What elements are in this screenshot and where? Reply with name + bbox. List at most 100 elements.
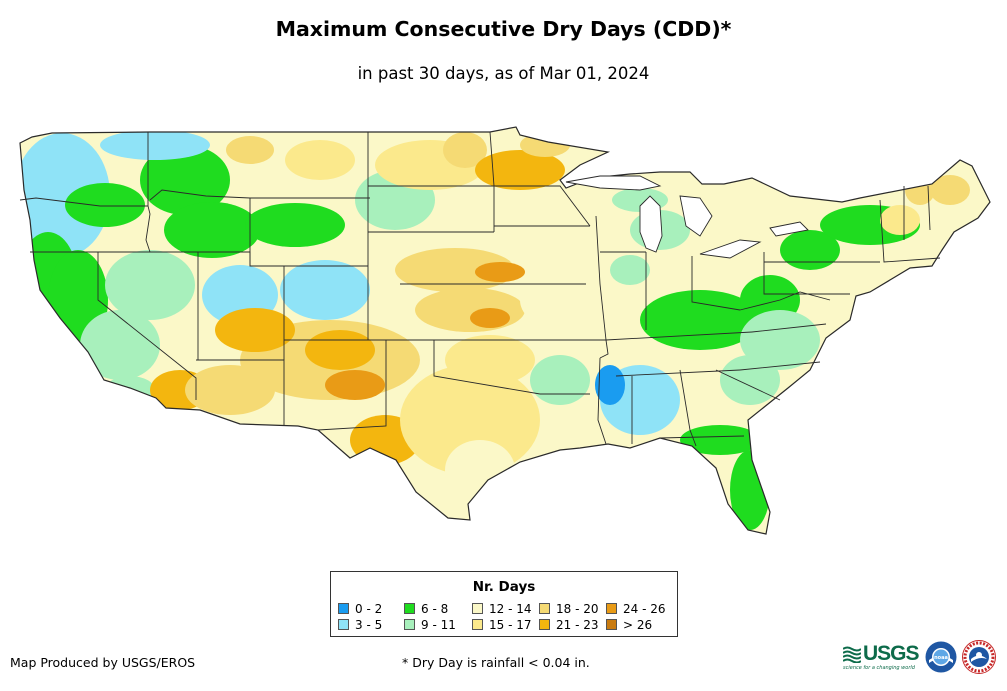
legend-swatch — [472, 619, 483, 630]
cdd-zone-nd-dry-core — [443, 132, 487, 168]
cdd-zone-socal-coast — [105, 376, 155, 404]
cdd-zone-california-south — [80, 310, 160, 380]
state-line-al-ga — [679, 369, 697, 447]
state-line-ky-tn — [605, 331, 753, 341]
legend-item-0-2: 0 - 2 — [338, 603, 382, 615]
legend-box: Nr. Days 0 - 2 3 - 5 6 - 8 9 - 11 12 - 1… — [330, 571, 678, 637]
legend-item-over-26: > 26 — [606, 619, 652, 631]
cdd-zone-pnw-wet — [20, 133, 110, 257]
cdd-zone-florida-peninsula — [730, 450, 770, 530]
cdd-zone-indiana — [610, 255, 650, 285]
state-line-ny-new-england — [879, 199, 941, 263]
legend-item-24-26: 24 - 26 — [606, 603, 666, 615]
cdd-zone-nevada-west — [105, 250, 195, 320]
legend-title: Nr. Days — [472, 579, 536, 595]
state-line-mt-south — [149, 189, 370, 201]
cdd-zone-idaho-north — [140, 145, 230, 215]
legend-swatch — [539, 619, 550, 630]
cdd-zone-georgia-south — [680, 425, 760, 455]
cdd-zone-kansas-dry — [415, 288, 525, 332]
cdd-zone-ne-ks-border — [475, 262, 525, 282]
credit-text: Map Produced by USGS/EROS — [10, 655, 196, 670]
cdd-zone-montana-plains — [285, 140, 355, 180]
cdd-zone-wyoming-central — [245, 203, 345, 247]
state-line-il-in — [595, 215, 607, 341]
cdd-zone-texas-south — [445, 440, 515, 500]
state-line-dakotas — [367, 132, 494, 266]
cdd-zone-montana-dry — [226, 136, 274, 164]
cdd-zone-pennsylvania-east — [780, 230, 840, 270]
state-line-ga-sc — [715, 369, 781, 401]
legend-item-6-8: 6 - 8 — [404, 603, 448, 615]
cdd-zone-nm-core — [305, 330, 375, 370]
usgs-tagline: science for a changing world — [843, 665, 915, 671]
state-line-wa-or — [19, 197, 148, 207]
legend-item-9-11: 9 - 11 — [404, 619, 456, 631]
svg-text:noaa: noaa — [934, 655, 948, 661]
cdd-zone-ms-core — [595, 365, 625, 405]
lake-michigan — [639, 195, 663, 253]
cdd-zone-nebraska-dry — [395, 248, 515, 292]
state-line-mo-ar — [530, 339, 609, 359]
cdd-zone-kansas-core — [470, 308, 510, 328]
state-line-in-oh — [600, 251, 647, 330]
usgs-logo: USGS science for a changing world — [843, 642, 920, 673]
cdd-zone-arkansas-west — [530, 355, 590, 405]
state-line-nm-tx — [317, 340, 387, 431]
state-line-la-ms — [597, 357, 607, 445]
legend-item-12-14: 12 - 14 — [472, 603, 532, 615]
cdd-fill-layer — [20, 127, 990, 534]
state-line-vt-nh-me — [903, 185, 931, 240]
cdd-zone-washington-east — [100, 130, 210, 160]
legend-swatch — [606, 603, 617, 614]
cdd-zone-arizona-central — [185, 365, 275, 415]
state-line-ia-mo — [494, 225, 590, 285]
cdd-zone-nh-north — [905, 175, 935, 205]
cdd-zone-north-carolina — [740, 310, 820, 370]
legend-swatch — [338, 619, 349, 630]
state-line-ne-ks — [368, 231, 512, 285]
nws-logo-icon — [962, 640, 996, 674]
usgs-wordmark: USGS — [863, 642, 920, 665]
cdd-zone-south-carolina — [720, 355, 780, 405]
cdd-zone-missouri — [520, 275, 580, 325]
state-line-ga-fl — [659, 435, 745, 439]
great-lakes — [565, 175, 809, 259]
legend-item-21-23: 21 - 23 — [539, 619, 599, 631]
state-boundaries — [19, 131, 941, 447]
legend-swatch — [606, 619, 617, 630]
lake-superior — [565, 175, 662, 191]
map-subtitle: in past 30 days, as of Mar 01, 2024 — [357, 64, 650, 83]
cdd-zone-four-corners — [215, 308, 295, 352]
cdd-zone-minnesota-dry — [475, 150, 565, 190]
legend-item-18-20: 18 - 20 — [539, 603, 599, 615]
lake-erie — [699, 239, 762, 259]
state-line-ok-tx — [433, 340, 541, 395]
legend-swatch — [539, 603, 550, 614]
legend-swatch — [404, 603, 415, 614]
state-line-nc-va — [739, 323, 827, 371]
legend-swatch — [404, 619, 415, 630]
legend-swatch — [338, 603, 349, 614]
lake-huron — [679, 195, 713, 237]
cdd-zone-nm-dry — [325, 370, 385, 400]
state-line-ut-co — [198, 251, 285, 360]
cdd-zone-wisconsin — [575, 210, 625, 250]
legend-swatch — [472, 603, 483, 614]
map-title: Maximum Consecutive Dry Days (CDD)* — [275, 17, 732, 41]
cdd-zone-colorado-rockies — [280, 260, 370, 320]
usgs-wave-icon — [843, 645, 861, 663]
lake-ontario — [769, 221, 809, 237]
cdd-zone-texas-central — [400, 365, 540, 475]
cdd-zone-oregon-east — [65, 183, 145, 227]
state-line-ca-nv — [97, 252, 197, 400]
state-line-mn-wi — [494, 185, 591, 227]
state-line-va-wv — [739, 291, 831, 311]
state-line-tn-south — [615, 369, 741, 377]
state-line-idaho-west — [145, 132, 151, 253]
state-line-pa-ny — [763, 252, 880, 295]
cdd-zone-idaho-south — [164, 202, 260, 258]
state-line-oh-pa — [691, 256, 741, 311]
cdd-zone-vermont — [880, 205, 920, 235]
